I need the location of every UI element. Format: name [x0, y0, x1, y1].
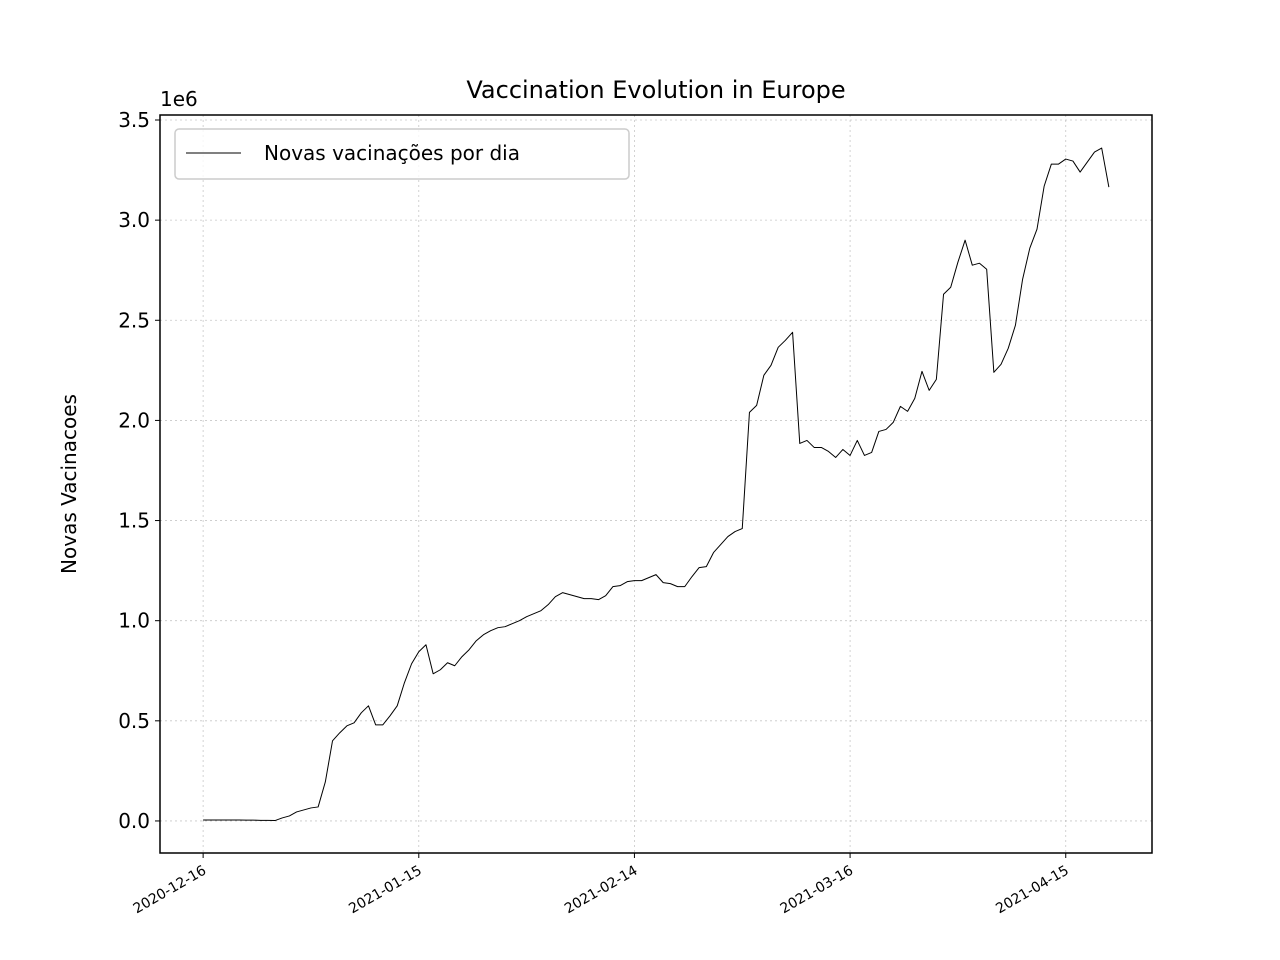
y-tick-label: 0.0 — [118, 809, 150, 833]
y-tick-label: 3.0 — [118, 208, 150, 232]
x-tick-label: 2021-01-15 — [346, 863, 424, 918]
y-offset-label: 1e6 — [160, 87, 198, 111]
legend-box — [174, 128, 630, 180]
y-tick-label: 1.5 — [118, 509, 150, 533]
x-tick-label: 2021-02-14 — [562, 863, 641, 918]
y-axis-label: Novas Vacinacoes — [57, 394, 81, 574]
x-tick-label: 2021-03-16 — [778, 863, 857, 918]
data-line — [203, 147, 1110, 822]
plot-frame — [159, 114, 1153, 854]
x-tick-label: 2021-04-15 — [993, 863, 1071, 918]
chart-title: Vaccination Evolution in Europe — [466, 76, 845, 104]
y-tick-label: 0.5 — [118, 709, 150, 733]
y-tick-label: 3.5 — [118, 108, 150, 132]
y-tick-label: 1.0 — [118, 609, 150, 633]
y-tick-label: 2.0 — [118, 408, 150, 432]
x-tick-label: 2020-12-16 — [131, 863, 210, 918]
legend: Novas vacinações por dia — [174, 128, 630, 180]
y-tick-label: 2.5 — [118, 308, 150, 332]
legend-label: Novas vacinações por dia — [264, 141, 520, 165]
